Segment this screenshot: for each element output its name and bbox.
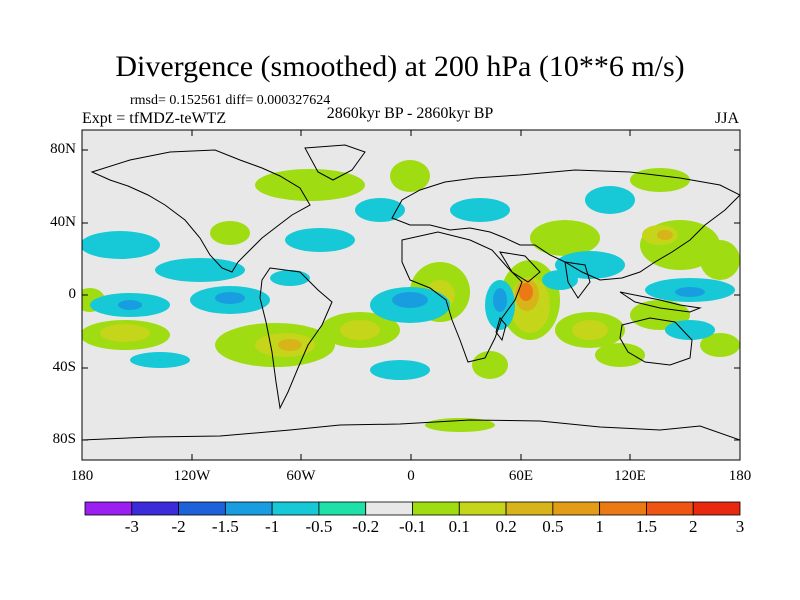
colorbar-swatch-3 <box>224 501 273 516</box>
colorbar-swatch-13 <box>692 501 741 516</box>
colorbar-label: 1 <box>595 517 604 536</box>
experiment-label: Expt = tfMDZ-teWTZ <box>82 110 227 127</box>
lon-label-180w: 180 <box>70 468 94 484</box>
colorbar-swatch-5 <box>318 501 367 516</box>
axis-ticks <box>82 130 740 460</box>
colorbar-label: -3 <box>124 517 139 536</box>
colorbar-swatch-2 <box>178 501 226 516</box>
lat-label-80s: 80S <box>52 431 76 447</box>
coastlines <box>82 144 740 441</box>
colorbar-swatch-1 <box>131 501 179 516</box>
colorbar-swatch-12 <box>646 501 694 516</box>
lon-label-0: 0 <box>407 468 415 484</box>
lat-label-40n: 40N <box>50 214 76 230</box>
colorbar-label: -2 <box>171 517 186 536</box>
lon-label-180e: 180 <box>728 468 752 484</box>
colorbar-swatch-8 <box>458 501 507 516</box>
divergence-field <box>82 160 740 432</box>
chart-title: Divergence (smoothed) at 200 hPa (10**6 … <box>115 50 685 83</box>
lon-label-120w: 120W <box>173 468 211 484</box>
lon-label-120e: 120E <box>614 468 646 484</box>
colorbar-label: 0.2 <box>495 517 517 536</box>
lat-label-80n: 80N <box>50 141 76 157</box>
season-label: JJA <box>715 110 740 127</box>
colorbar-swatch-6 <box>365 501 413 516</box>
colorbar-label: 1.5 <box>635 517 658 536</box>
colorbar-label: 2 <box>688 517 698 536</box>
colorbar-label: 0.1 <box>448 517 470 536</box>
colorbar-swatch-9 <box>505 501 554 516</box>
colorbar-label: 0.5 <box>542 517 564 536</box>
lat-label-40s: 40S <box>52 359 76 375</box>
colorbar-label: -0.5 <box>305 517 333 536</box>
lat-label-0: 0 <box>68 286 77 302</box>
colorbar-swatch-11 <box>599 501 647 516</box>
colorbar-label: -1.5 <box>211 517 239 536</box>
colorbar-label: -0.1 <box>399 517 426 536</box>
lon-label-60w: 60W <box>286 468 316 484</box>
colorbar-swatch-10 <box>552 501 601 516</box>
colorbar <box>84 501 741 516</box>
colorbar-label: -0.2 <box>352 517 380 536</box>
rmsd-diff-stats: rmsd= 0.152561 diff= 0.000327624 <box>130 93 331 108</box>
period-label: 2860kyr BP - 2860kyr BP <box>326 105 494 122</box>
colorbar-swatch-7 <box>412 501 460 516</box>
colorbar-label: -1 <box>265 517 280 536</box>
colorbar-label: 3 <box>735 517 745 536</box>
colorbar-swatch-0 <box>84 501 133 516</box>
lon-label-60e: 60E <box>508 468 534 484</box>
colorbar-swatch-4 <box>271 501 320 516</box>
